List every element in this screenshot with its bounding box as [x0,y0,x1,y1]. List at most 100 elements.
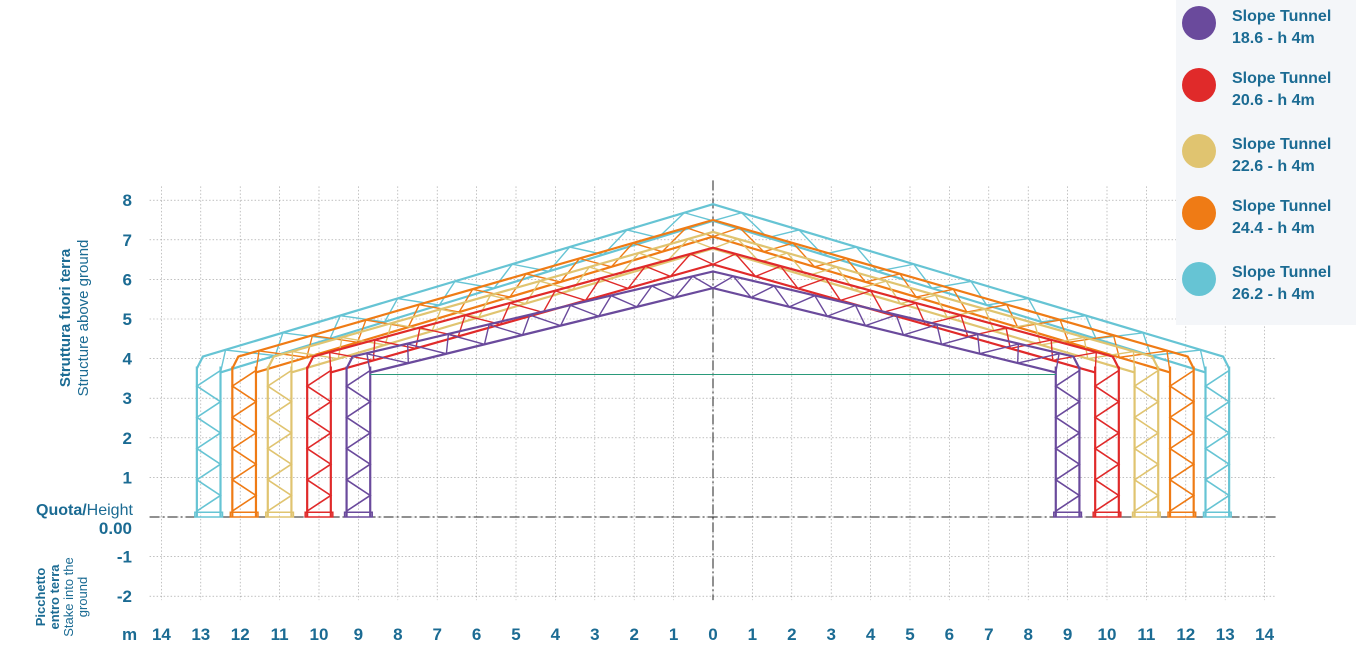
x-tick-label: 10 [310,625,329,644]
post-bracing [1204,369,1231,512]
x-tick-label: 6 [945,625,954,644]
structures [194,203,1232,518]
base-plate [1131,511,1161,518]
y-axis-title-above-light: Structure above ground [75,240,92,397]
x-tick-label: 6 [472,625,481,644]
x-axis-unit: m [122,625,137,644]
rafter-bracing [255,226,714,373]
legend-label: Slope Tunnel 18.6 - h 4m [1232,6,1331,50]
y-axis-title-below-light-1: Stake into the [61,557,76,637]
rafter-bracing [712,253,1098,373]
zero-label: 0.00 [99,519,132,538]
legend-label-line2: 26.2 - h 4m [1232,286,1315,303]
legend-label-line1: Slope Tunnel [1232,198,1332,215]
y-axis-title-below-bold-1: Picchetto [33,568,48,627]
height-label-light: Height [87,502,134,519]
legend-label-line1: Slope Tunnel [1232,8,1332,25]
post-bracing [1133,369,1160,512]
x-tick-label: 10 [1098,625,1117,644]
post-bracing [266,369,293,512]
x-tick-label: 3 [590,625,599,644]
legend-item: Slope Tunnel 26.2 - h 4m [1182,262,1331,306]
x-tick-label: 11 [271,625,289,644]
post-bracing [1093,369,1121,512]
y-tick-label: 8 [123,191,132,210]
y-axis-title-above-bold: Struttura fuori terra [57,248,74,387]
rafter-bracing [712,275,1060,373]
rafter-outer [266,230,1160,369]
rafter-bracing [712,226,1171,373]
y-tick-label: 3 [123,389,132,408]
x-tick-label: 14 [152,625,171,644]
legend-label-line2: 24.4 - h 4m [1232,220,1315,237]
y-tick-label: 7 [123,231,132,250]
base-plate [1202,511,1232,518]
y-axis-title-below-light-2: ground [75,577,90,617]
y-tick-label: 1 [123,468,132,487]
x-tick-label: 2 [787,625,796,644]
legend-swatch [1182,6,1216,40]
x-tick-label: 4 [551,625,561,644]
legend-label: Slope Tunnel 24.4 - h 4m [1232,196,1331,240]
x-tick-label: 11 [1137,625,1155,644]
legend: Slope Tunnel 18.6 - h 4m Slope Tunnel 20.6 … [1176,0,1356,325]
y-tick-label: 2 [123,429,132,448]
rafter-outer [231,218,1195,369]
svg-text:Quota/Height: Quota/Height [36,502,133,519]
base-plate [343,511,373,518]
post-bracing [195,369,222,512]
post-bracing [305,369,333,512]
rafter-outer [195,203,1231,369]
x-tick-label: 9 [354,625,363,644]
y-tick-label: -2 [117,587,132,606]
x-tick-label: 7 [432,625,441,644]
post-bracing [345,369,372,512]
y-tick-label: 6 [123,270,132,289]
x-tick-label: 14 [1255,625,1274,644]
height-label-bold: Quota/ [36,502,87,519]
legend-label: Slope Tunnel 20.6 - h 4m [1232,68,1331,112]
legend-label: Slope Tunnel 22.6 - h 4m [1232,134,1331,178]
y-axis-title-below-bold-2: entro terra [47,564,62,630]
legend-item: Slope Tunnel 24.4 - h 4m [1182,196,1331,240]
rafter-bracing [712,211,1207,373]
rafter-outer [306,246,1120,369]
base-plate [265,511,295,518]
legend-label: Slope Tunnel 26.2 - h 4m [1232,262,1331,306]
legend-item: Slope Tunnel 18.6 - h 4m [1182,6,1331,50]
x-tick-label: 1 [748,625,757,644]
x-tick-label: 2 [629,625,638,644]
rafter-outer [345,270,1081,369]
grid-lines [149,186,1277,601]
x-tick-label: 13 [191,625,210,644]
center-axes [149,180,1277,601]
legend-swatch [1182,68,1216,102]
rafter-bracing [290,238,714,373]
rafter-bracing [328,253,714,373]
x-tick-label: 5 [905,625,914,644]
post-bracing [230,369,258,512]
y-tick-label: 5 [123,310,132,329]
x-tick-label: 8 [1023,625,1032,644]
x-tick-label: 8 [393,625,402,644]
base-plate [1053,511,1083,518]
legend-label-line1: Slope Tunnel [1232,70,1332,87]
x-tick-labels: 14 13 12 11 10 9 8 7 6 5 4 3 2 1 0 1 2 3 4 5 6 7 8 9 10 11 12 13 14 [152,625,1275,644]
base-plate [194,511,224,518]
legend-label-line2: 18.6 - h 4m [1232,30,1315,47]
post-bracing [1054,369,1081,512]
rafter-bracing [712,238,1136,373]
x-tick-label: 7 [984,625,993,644]
base-plate [1167,511,1197,518]
x-tick-label: 4 [866,625,876,644]
base-plate [1092,511,1122,518]
x-tick-label: 9 [1063,625,1072,644]
x-tick-label: 13 [1216,625,1235,644]
legend-label-line1: Slope Tunnel [1232,264,1332,281]
legend-swatch [1182,262,1216,296]
y-tick-labels: 8 7 6 5 4 3 2 1 -1 -2 [117,191,133,606]
x-tick-label: 5 [511,625,520,644]
x-tick-label: 3 [826,625,835,644]
y-tick-label: -1 [117,548,132,567]
